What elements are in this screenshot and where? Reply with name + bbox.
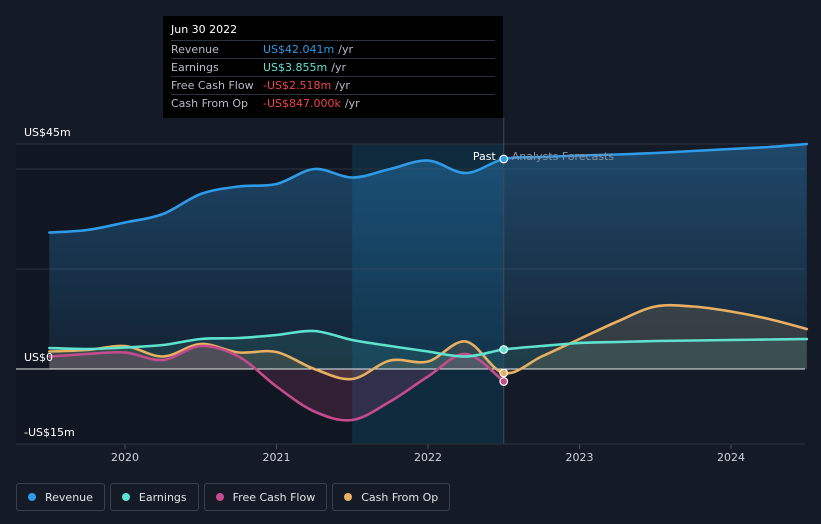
- analysts-forecasts-label: Analysts Forecasts: [512, 150, 615, 163]
- cash-from-op-line: [48, 303, 809, 381]
- tooltip-row-cash-from-op: Cash From Op -US$847.000k /yr: [171, 94, 495, 112]
- tooltip: Jun 30 2022 Revenue US$42.041m /yr Earni…: [163, 16, 503, 118]
- tooltip-value: -US$2.518m: [263, 79, 332, 92]
- free-cash-flow-line: [48, 344, 506, 422]
- cash-from-op-dot-icon: [344, 493, 353, 501]
- tooltip-row-earnings: Earnings US$3.855m /yr: [171, 58, 495, 76]
- y-tick-label: US$45m: [24, 126, 71, 139]
- free-cash-flow-dot-icon: [215, 493, 224, 501]
- legend-label: Revenue: [45, 490, 93, 504]
- revenue-dot-icon: [28, 493, 36, 501]
- earnings-area: [49, 330, 807, 369]
- tooltip-row-revenue: Revenue US$42.041m /yr: [171, 40, 495, 58]
- legend-label: Earnings: [138, 490, 187, 504]
- earnings-line: [48, 329, 809, 358]
- tooltip-date: Jun 30 2022: [171, 23, 238, 36]
- x-tick-label: 2024: [717, 451, 745, 464]
- legend-cash-from-op-button[interactable]: Cash From Op: [332, 483, 451, 511]
- legend-revenue-button[interactable]: Revenue: [16, 483, 105, 511]
- tooltip-label: Cash From Op: [171, 97, 249, 110]
- legend-label: Cash From Op: [361, 490, 439, 504]
- cash-from-op-marker: [499, 368, 509, 378]
- tooltip-value: -US$847.000k: [263, 97, 341, 110]
- x-tick-label: 2022: [414, 451, 442, 464]
- free-cash-flow-area: [49, 345, 504, 421]
- revenue-area: [49, 144, 807, 369]
- free-cash-flow-marker: [499, 377, 509, 386]
- tooltip-unit: /yr: [335, 79, 350, 92]
- earnings-dot-icon: [121, 493, 130, 501]
- tooltip-value: US$42.041m: [263, 43, 335, 56]
- legend-earnings-button[interactable]: Earnings: [109, 483, 199, 511]
- tooltip-row-free-cash-flow: Free Cash Flow -US$2.518m /yr: [171, 76, 495, 94]
- tooltip-label: Free Cash Flow: [171, 79, 254, 92]
- legend: Revenue Earnings Free Cash Flow Cash Fro…: [16, 483, 451, 511]
- legend-free-cash-flow-button[interactable]: Free Cash Flow: [203, 483, 328, 511]
- cash-from-op-area: [49, 305, 807, 380]
- tooltip-unit: /yr: [344, 97, 360, 110]
- tooltip-unit: /yr: [338, 43, 353, 56]
- past-label: Past: [473, 150, 497, 163]
- tooltip-value: US$3.855m: [263, 61, 328, 74]
- tooltip-unit: /yr: [331, 61, 346, 74]
- y-tick-label: -US$15m: [24, 426, 75, 439]
- revenue-marker: [499, 154, 509, 164]
- x-tick-label: 2023: [566, 451, 594, 464]
- legend-label: Free Cash Flow: [232, 490, 316, 504]
- x-tick-label: 2020: [111, 451, 139, 464]
- earnings-marker: [499, 345, 509, 354]
- tooltip-label: Revenue: [171, 43, 219, 56]
- revenue-line: [48, 142, 809, 234]
- x-tick-label: 2021: [263, 451, 291, 464]
- y-tick-label: US$0: [24, 351, 53, 364]
- tooltip-label: Earnings: [171, 61, 219, 74]
